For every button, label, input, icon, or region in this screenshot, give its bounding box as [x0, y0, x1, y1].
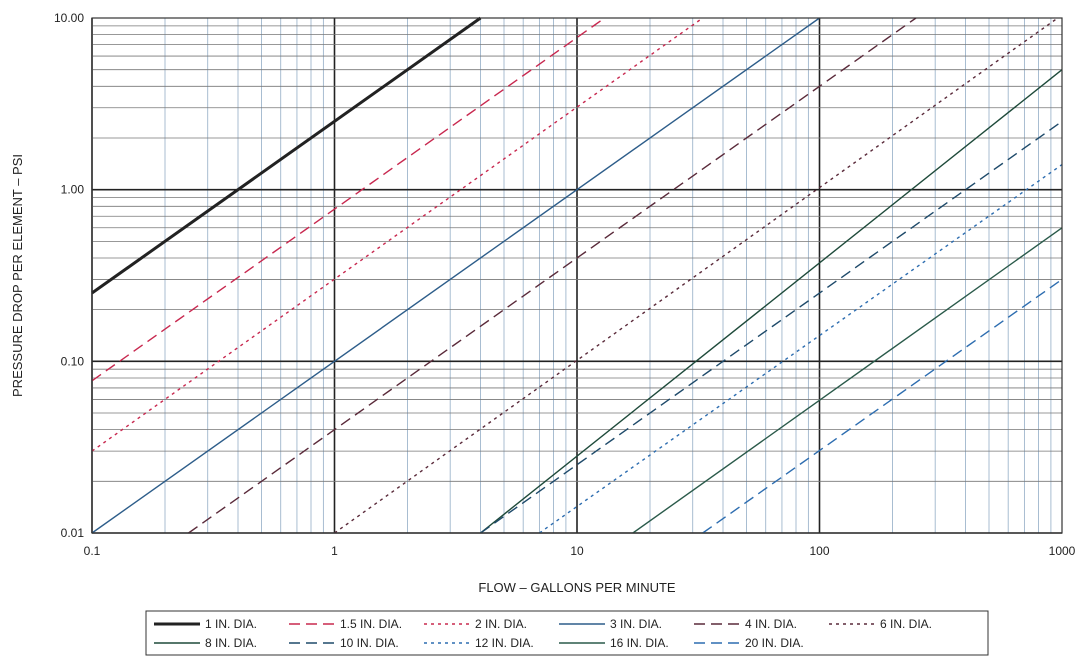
legend-label: 2 IN. DIA.: [475, 617, 527, 631]
legend: 1 IN. DIA. 1.5 IN. DIA. 2 IN. DIA. 3 IN. DI…: [145, 610, 989, 656]
legend-label: 4 IN. DIA.: [745, 617, 797, 631]
legend-label: 6 IN. DIA.: [880, 617, 932, 631]
series-line-3-in-dia: [91, 17, 820, 534]
y-tick-label: 0.10: [61, 354, 85, 368]
y-tick-label: 1.00: [61, 183, 85, 197]
series-line-1-5-in-dia: [91, 17, 606, 382]
series-line-16-in-dia: [632, 227, 1063, 534]
legend-label: 1.5 IN. DIA.: [340, 617, 402, 631]
legend-label: 20 IN. DIA.: [745, 636, 804, 650]
series-line-20-in-dia: [702, 278, 1063, 534]
series-line-10-in-dia: [480, 120, 1063, 534]
y-tick-labels: 0.01 0.10 1.00 10.00: [54, 11, 84, 540]
x-axis-label: FLOW – GALLONS PER MINUTE: [478, 580, 676, 595]
y-tick-label: 0.01: [61, 526, 85, 540]
series-line-8-in-dia: [480, 69, 1063, 534]
y-axis-label: PRESSURE DROP PER ELEMENT – PSI: [10, 154, 25, 397]
legend-label: 1 IN. DIA.: [205, 617, 257, 631]
series-line-1-in-dia: [91, 16, 482, 295]
x-tick-label: 1000: [1049, 544, 1076, 558]
legend-label: 16 IN. DIA.: [610, 636, 669, 650]
y-tick-label: 10.00: [54, 11, 84, 25]
legend-label: 8 IN. DIA.: [205, 636, 257, 650]
x-tick-labels: 0.1 1 10 100 1000: [84, 544, 1076, 558]
x-tick-label: 1: [331, 544, 338, 558]
legend-label: 12 IN. DIA.: [475, 636, 534, 650]
series-line-12-in-dia: [538, 164, 1063, 534]
legend-label: 10 IN. DIA.: [340, 636, 399, 650]
legend-box: [145, 610, 989, 656]
series-line-2-in-dia: [91, 17, 704, 452]
x-tick-label: 100: [809, 544, 829, 558]
grid-layer: [91, 18, 1062, 534]
series-line-6-in-dia: [334, 17, 1059, 534]
series-layer: [91, 16, 1063, 534]
plot-frame: [91, 17, 1063, 534]
x-tick-label: 0.1: [84, 544, 101, 558]
legend-label: 3 IN. DIA.: [610, 617, 662, 631]
series-line-4-in-dia: [188, 17, 917, 534]
x-tick-label: 10: [570, 544, 584, 558]
